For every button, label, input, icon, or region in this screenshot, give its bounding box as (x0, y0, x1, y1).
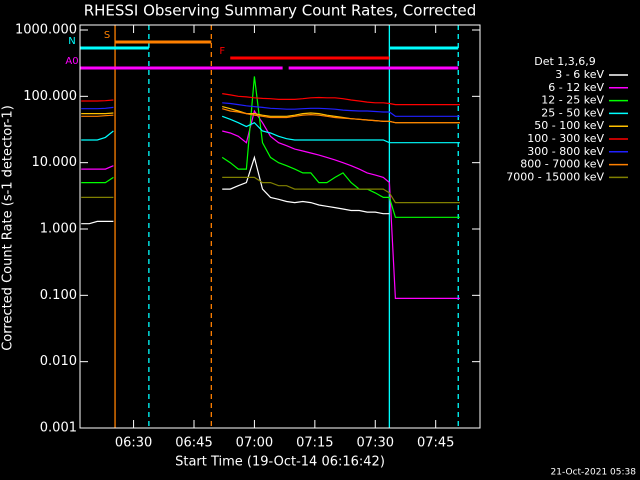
series-line (81, 102, 460, 117)
series-line (81, 176, 460, 204)
legend-label: 100 - 300 keV (527, 132, 604, 145)
plot-frame (79, 24, 481, 429)
x-tick-label: 07:45 (417, 436, 454, 451)
series-line (81, 115, 460, 144)
y-tick-label: 10.000 (32, 155, 78, 170)
legend-label: 800 - 7000 keV (520, 158, 604, 171)
x-axis-label: Start Time (19-Oct-14 06:16:42) (175, 455, 385, 470)
y-tick-label: 1000.000 (15, 23, 77, 38)
chart-title: RHESSI Observing Summary Count Rates, Co… (84, 2, 477, 20)
x-tick-label: 07:30 (357, 436, 394, 451)
legend-title: Det 1,3,6,9 (534, 55, 596, 68)
legend-label: 3 - 6 keV (555, 68, 604, 81)
series-line (81, 155, 390, 225)
flag-label: S (104, 30, 110, 41)
y-tick-label: 0.100 (40, 288, 77, 303)
y-tick-label: 100.000 (23, 89, 77, 104)
series-line (81, 106, 460, 124)
x-tick-label: 06:45 (175, 436, 212, 451)
legend-label: 25 - 50 keV (541, 106, 604, 119)
legend-label: 50 - 100 keV (534, 119, 604, 132)
series-line (81, 109, 460, 299)
y-tick-label: 1.000 (40, 222, 77, 237)
series-line (81, 93, 460, 106)
legend-label: 300 - 800 keV (527, 145, 604, 158)
flag-label: A0 (65, 56, 78, 67)
legend-label: 6 - 12 keV (548, 81, 604, 94)
x-tick-label: 06:30 (115, 436, 152, 451)
footer: 21-Oct-2021 05:38 (551, 468, 637, 478)
legend-label: 12 - 25 keV (541, 94, 604, 107)
x-tick-label: 07:15 (296, 436, 333, 451)
series-line (81, 108, 460, 124)
x-tick-label: 07:00 (236, 436, 273, 451)
flag-label: N (68, 36, 75, 47)
y-tick-label: 0.010 (40, 354, 77, 369)
y-axis-label: Corrected Count Rate (s-1 detector-1) (1, 105, 16, 351)
y-tick-label: 0.001 (40, 421, 77, 436)
series-line (81, 76, 460, 218)
legend-label: 7000 - 15000 keV (506, 170, 604, 183)
flag-label: F (219, 46, 225, 57)
